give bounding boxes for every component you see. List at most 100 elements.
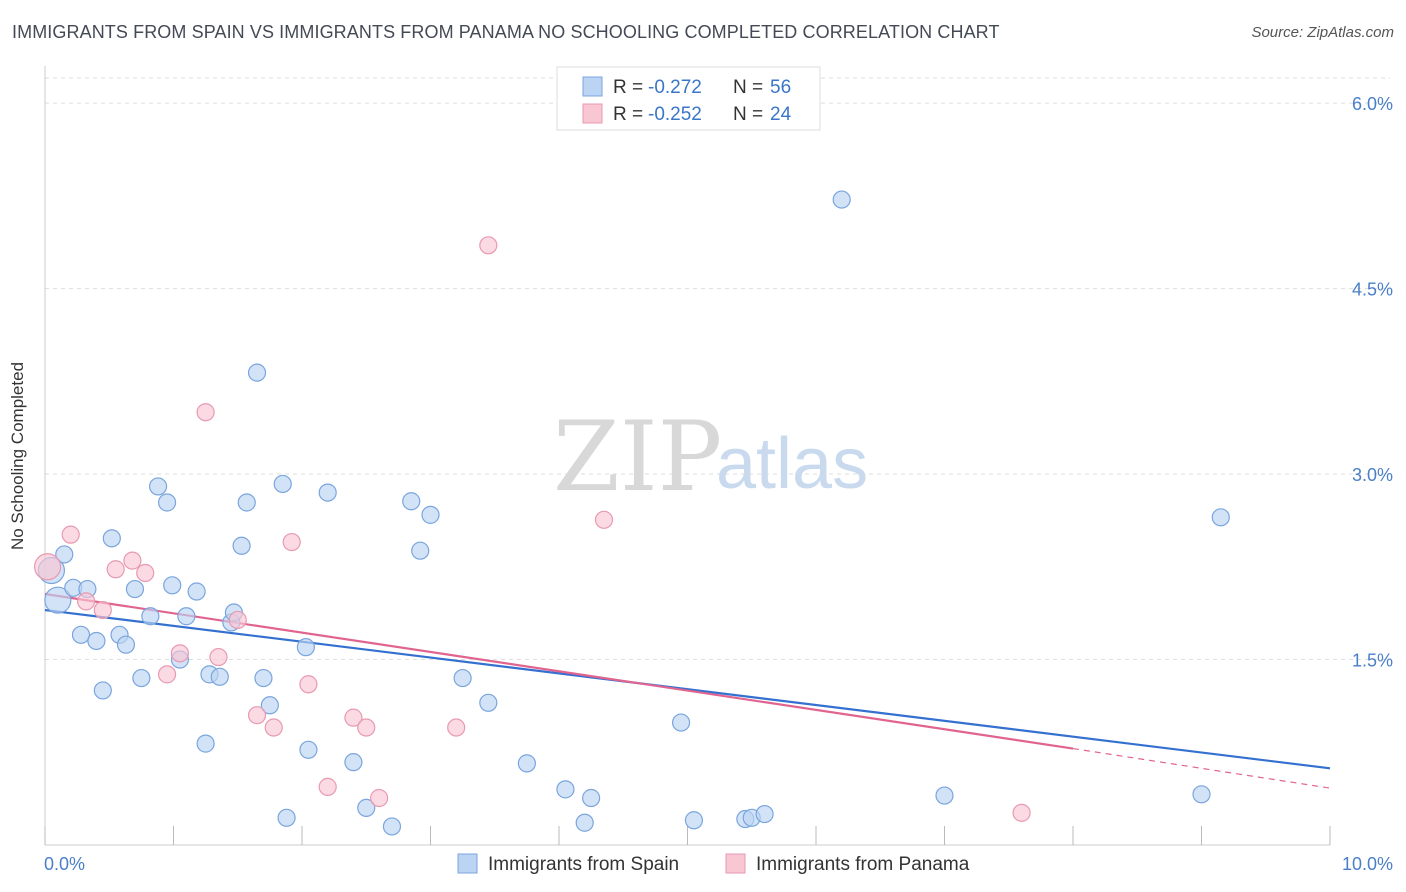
legend-n-value: 56	[770, 77, 791, 98]
y-tick-label: 1.5%	[1352, 651, 1393, 671]
point-panama	[264, 718, 283, 737]
point-spain	[71, 625, 91, 644]
data-points	[33, 190, 1230, 836]
point-panama	[61, 525, 80, 544]
point-spain	[453, 668, 472, 688]
point-panama	[479, 236, 498, 255]
point-spain	[177, 607, 196, 626]
source-credit: Source: ZipAtlas.com	[1251, 24, 1394, 41]
point-spain	[318, 483, 337, 502]
bottom-legend-swatch-panama	[725, 853, 746, 874]
point-spain	[247, 363, 267, 382]
point-spain	[421, 505, 440, 524]
x-tick-label: 10.0%	[1342, 854, 1393, 874]
legend-n-label: N =	[733, 104, 763, 125]
point-spain	[232, 536, 251, 555]
point-panama	[196, 403, 215, 422]
legend-swatch-spain	[582, 76, 603, 97]
point-spain	[187, 582, 206, 601]
point-spain	[479, 693, 498, 712]
legend-swatch-panama	[582, 103, 603, 124]
point-spain	[299, 740, 318, 759]
point-spain	[44, 586, 72, 614]
point-panama	[209, 647, 228, 667]
point-panama	[370, 788, 389, 808]
point-spain	[411, 541, 430, 560]
point-panama	[299, 675, 318, 694]
point-panama	[1012, 803, 1031, 822]
point-panama	[318, 777, 337, 796]
watermark: ZIP atlas	[553, 401, 868, 513]
point-spain	[382, 817, 402, 836]
legend-r-label: R =	[613, 104, 643, 125]
point-panama	[228, 610, 247, 630]
point-spain	[517, 754, 536, 773]
trend-line-spain	[44, 608, 1331, 770]
point-spain	[116, 635, 136, 654]
point-spain	[1211, 508, 1230, 527]
y-tick-label: 4.5%	[1352, 280, 1393, 300]
trend-line-panama	[1072, 747, 1331, 789]
point-panama	[93, 600, 112, 620]
legend-r-value: -0.272	[648, 77, 702, 98]
point-panama	[344, 708, 363, 727]
point-panama	[77, 592, 96, 611]
point-panama	[106, 560, 125, 579]
legend-box: R = -0.272 N = 56 R = -0.252 N = 24	[556, 66, 821, 131]
point-spain	[684, 811, 704, 830]
trend-lines	[44, 592, 1331, 789]
point-spain	[132, 668, 151, 688]
point-panama	[157, 665, 177, 684]
axis-layer: 1.5% 3.0% 4.5% 6.0% 0.0% 10.0%	[44, 66, 1393, 874]
point-spain	[163, 576, 182, 595]
point-spain	[344, 753, 363, 772]
point-spain	[148, 477, 168, 496]
point-spain	[935, 786, 954, 805]
point-spain	[357, 798, 376, 818]
point-panama	[136, 563, 155, 583]
point-panama	[33, 553, 62, 581]
point-spain	[260, 696, 279, 715]
point-spain	[832, 190, 851, 209]
point-spain	[1192, 785, 1211, 804]
point-spain	[755, 804, 774, 824]
point-spain	[93, 681, 112, 700]
legend-n-label: N =	[733, 77, 763, 98]
point-spain	[102, 529, 121, 548]
bottom-legend-label-spain: Immigrants from Spain	[488, 854, 679, 875]
legend-r-label: R =	[613, 77, 643, 98]
point-spain	[157, 493, 177, 512]
watermark-zip: ZIP	[553, 401, 722, 513]
x-tick-label: 0.0%	[44, 854, 85, 874]
point-spain	[296, 638, 315, 657]
point-panama	[170, 644, 190, 663]
point-spain	[277, 808, 296, 827]
point-spain	[55, 545, 74, 564]
point-panama	[357, 718, 376, 737]
point-panama	[123, 551, 142, 570]
watermark-atlas: atlas	[716, 424, 868, 504]
point-spain	[254, 668, 273, 688]
point-panama	[594, 510, 614, 529]
point-spain	[87, 631, 106, 651]
point-spain	[196, 734, 215, 753]
point-spain	[210, 667, 229, 686]
chart-title: IMMIGRANTS FROM SPAIN VS IMMIGRANTS FROM…	[12, 22, 1000, 42]
point-spain	[671, 713, 691, 732]
point-spain	[556, 780, 575, 799]
point-spain	[273, 474, 292, 494]
point-spain	[125, 579, 145, 599]
bottom-legend-label-panama: Immigrants from Panama	[756, 854, 970, 875]
grid-layer	[45, 77, 1390, 661]
point-spain	[237, 493, 256, 512]
legend-n-value: 24	[770, 104, 792, 125]
legend-r-value: -0.252	[648, 104, 702, 125]
point-spain	[575, 813, 594, 832]
y-tick-label: 3.0%	[1352, 465, 1393, 485]
point-spain	[141, 607, 160, 626]
point-panama	[282, 532, 301, 552]
trend-line-panama	[44, 592, 1074, 750]
point-panama	[447, 718, 466, 737]
y-tick-label: 6.0%	[1352, 94, 1393, 114]
